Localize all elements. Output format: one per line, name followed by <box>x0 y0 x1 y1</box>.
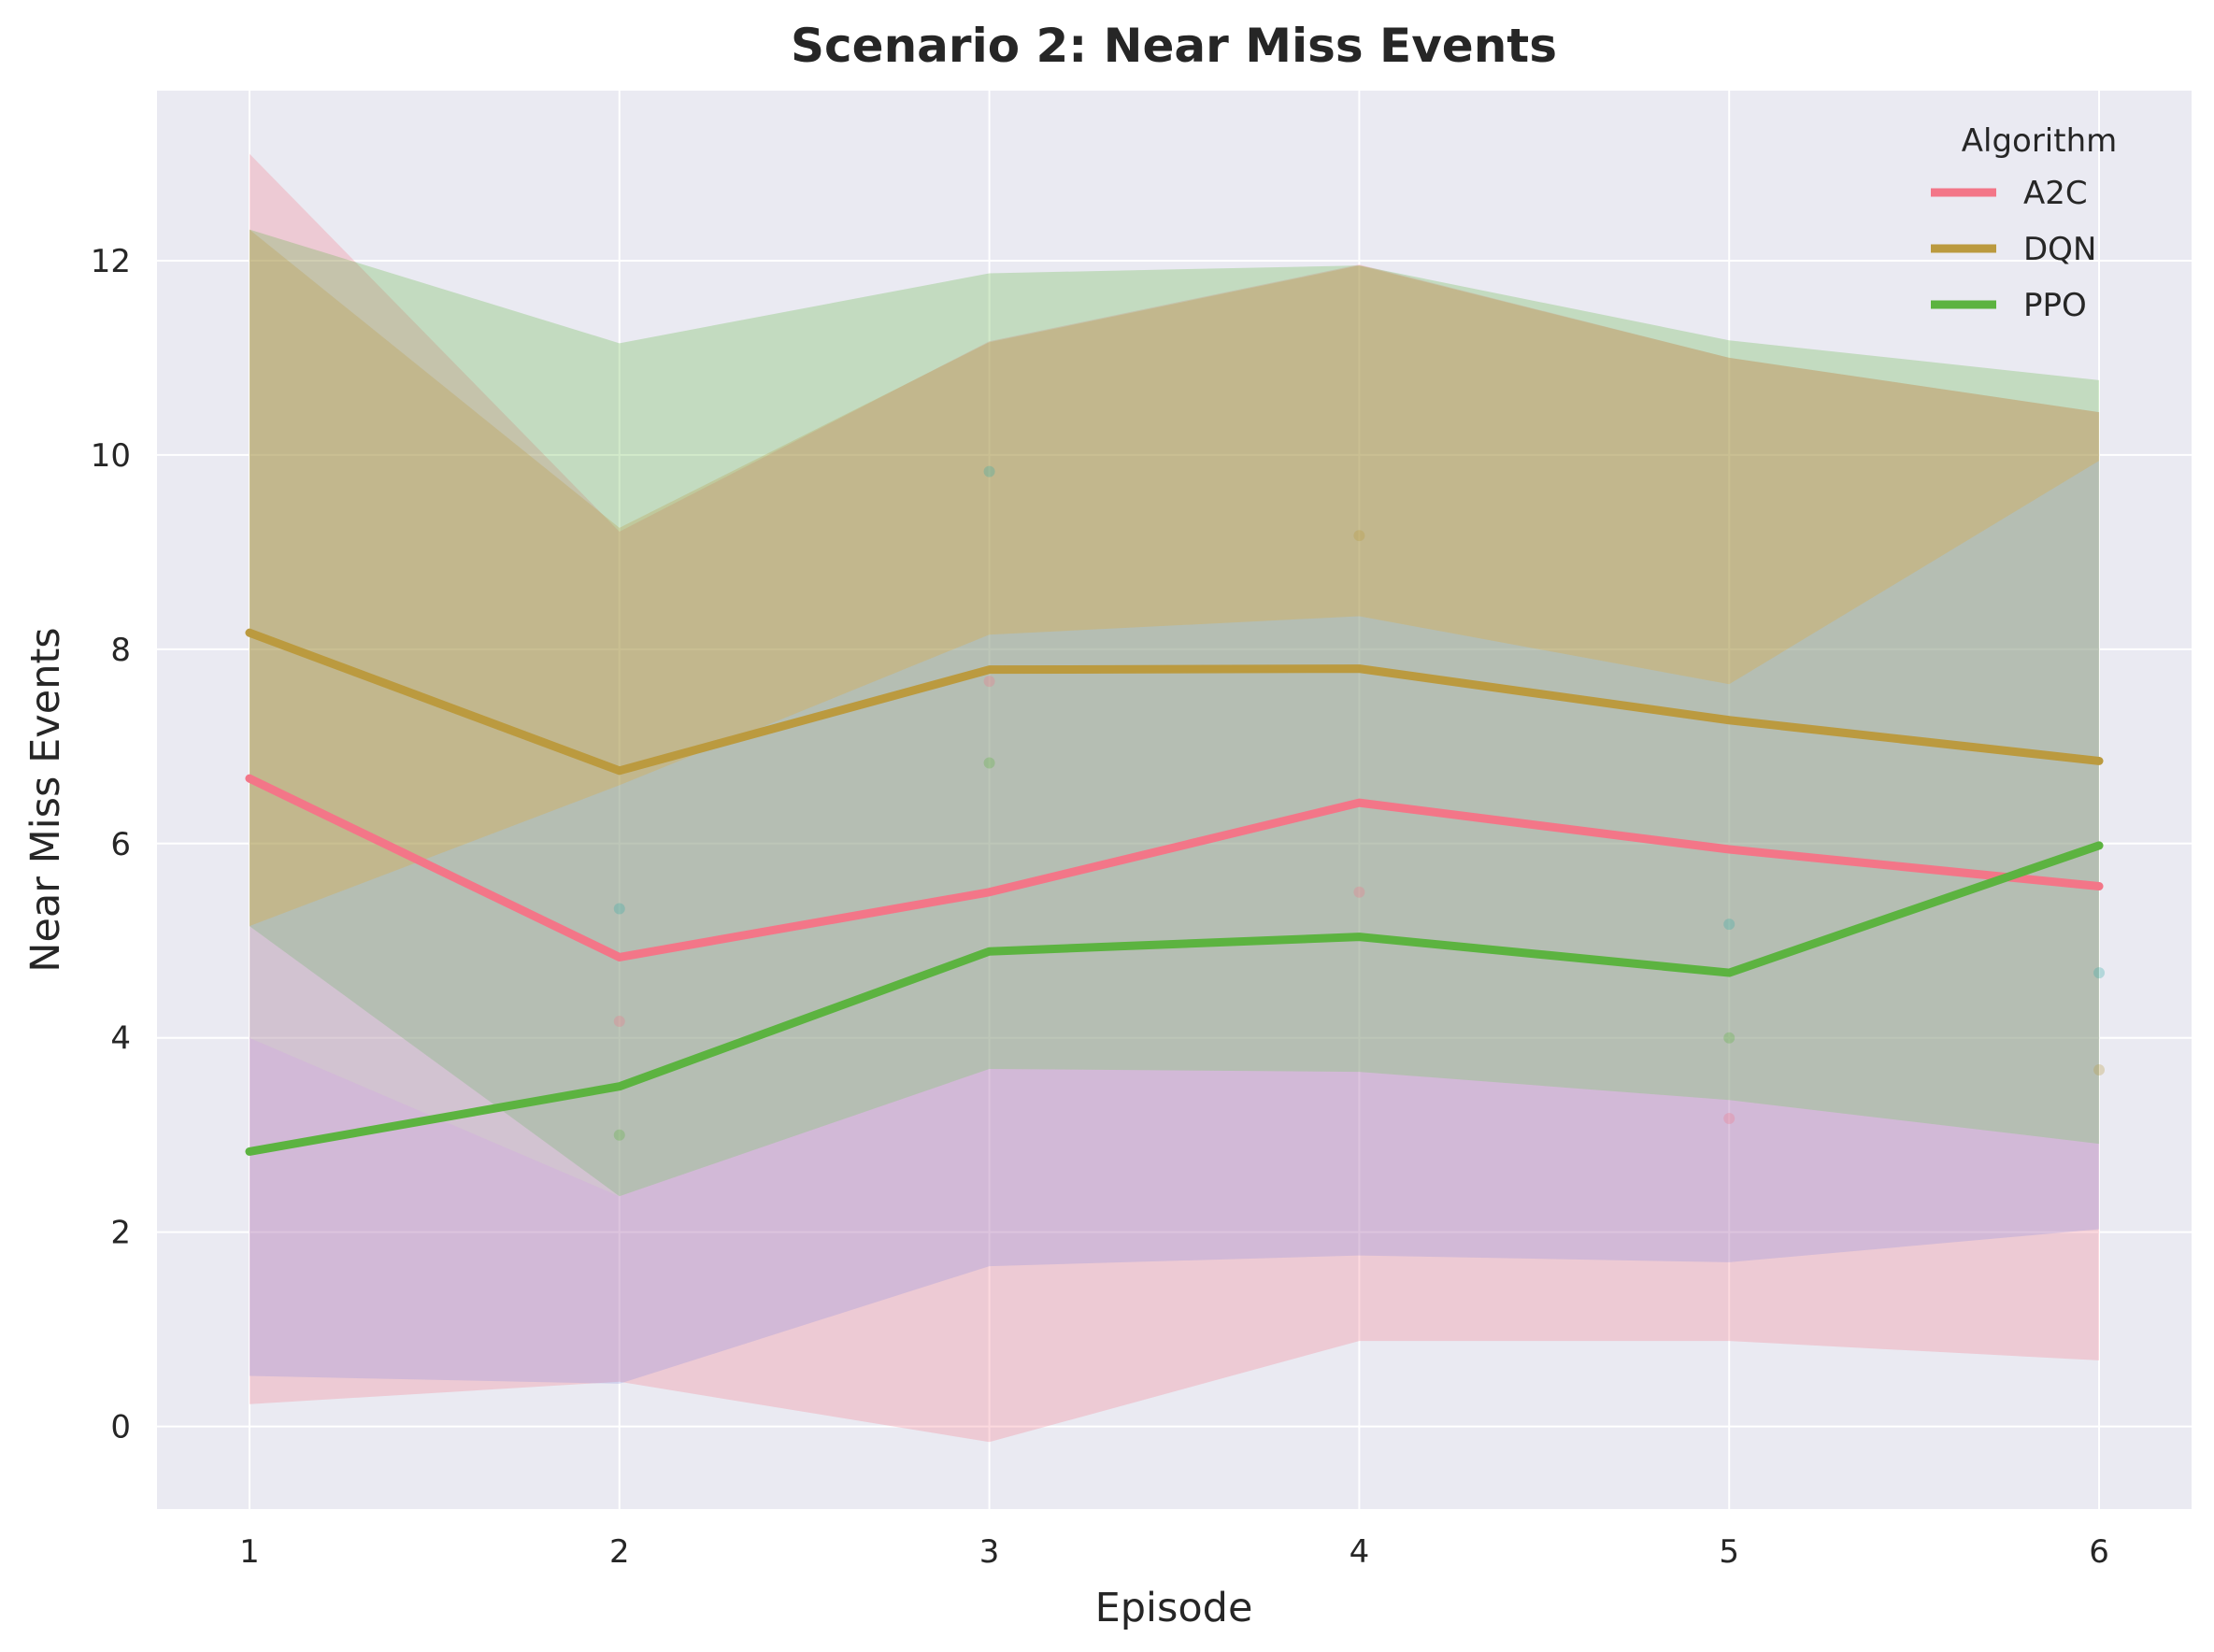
scatter-points <box>613 465 2106 1141</box>
x-tick-label: 3 <box>979 1533 1000 1571</box>
legend-label-a2c: A2C <box>2023 175 2088 212</box>
x-axis-label: Episode <box>1095 1585 1253 1631</box>
legend-title: Algorithm <box>1962 122 2118 160</box>
data-point <box>1723 1113 1735 1125</box>
data-point <box>1353 530 1365 542</box>
y-tick-label: 4 <box>110 1020 131 1058</box>
y-tick-labels: 0 2 4 6 8 10 12 <box>91 243 131 1446</box>
data-point <box>613 903 625 915</box>
chart-title: Scenario 2: Near Miss Events <box>791 19 1557 73</box>
data-point <box>983 465 995 477</box>
confidence-bands <box>249 153 2100 1443</box>
plot-background <box>157 91 2192 1509</box>
legend: Algorithm A2C DQN PPO <box>1931 122 2117 324</box>
data-point <box>983 757 995 769</box>
data-point <box>2093 1064 2106 1076</box>
data-point <box>2093 967 2106 979</box>
x-tick-label: 2 <box>609 1533 630 1571</box>
y-tick-label: 12 <box>91 243 131 280</box>
x-tick-labels: 1 2 3 4 5 6 <box>239 1533 2109 1571</box>
x-tick-label: 5 <box>1719 1533 1739 1571</box>
data-point <box>1723 919 1735 931</box>
y-tick-label: 2 <box>110 1215 131 1252</box>
y-tick-label: 0 <box>110 1409 131 1446</box>
confidence-band <box>249 229 2100 927</box>
data-point <box>613 1016 625 1028</box>
series-line-dqn <box>245 628 2104 776</box>
y-tick-label: 8 <box>110 632 131 669</box>
x-tick-label: 4 <box>1350 1533 1370 1571</box>
x-tick-label: 6 <box>2089 1533 2109 1571</box>
confidence-band <box>249 1037 2100 1384</box>
series-line-ppo <box>245 841 2104 1156</box>
legend-label-ppo: PPO <box>2023 287 2087 324</box>
data-point <box>1723 1032 1735 1044</box>
confidence-band <box>249 153 2100 1443</box>
series-lines <box>245 628 2104 1156</box>
data-point <box>613 1129 625 1141</box>
y-tick-label: 10 <box>91 437 131 475</box>
confidence-band <box>249 229 2100 1197</box>
y-axis-label: Near Miss Events <box>22 627 69 972</box>
data-point <box>983 676 995 688</box>
data-point <box>1353 886 1365 898</box>
series-line-a2c <box>245 774 2104 961</box>
confidence-band <box>249 461 2100 1197</box>
legend-label-dqn: DQN <box>2023 231 2096 268</box>
y-tick-label: 6 <box>110 826 131 863</box>
x-tick-label: 1 <box>239 1533 260 1571</box>
